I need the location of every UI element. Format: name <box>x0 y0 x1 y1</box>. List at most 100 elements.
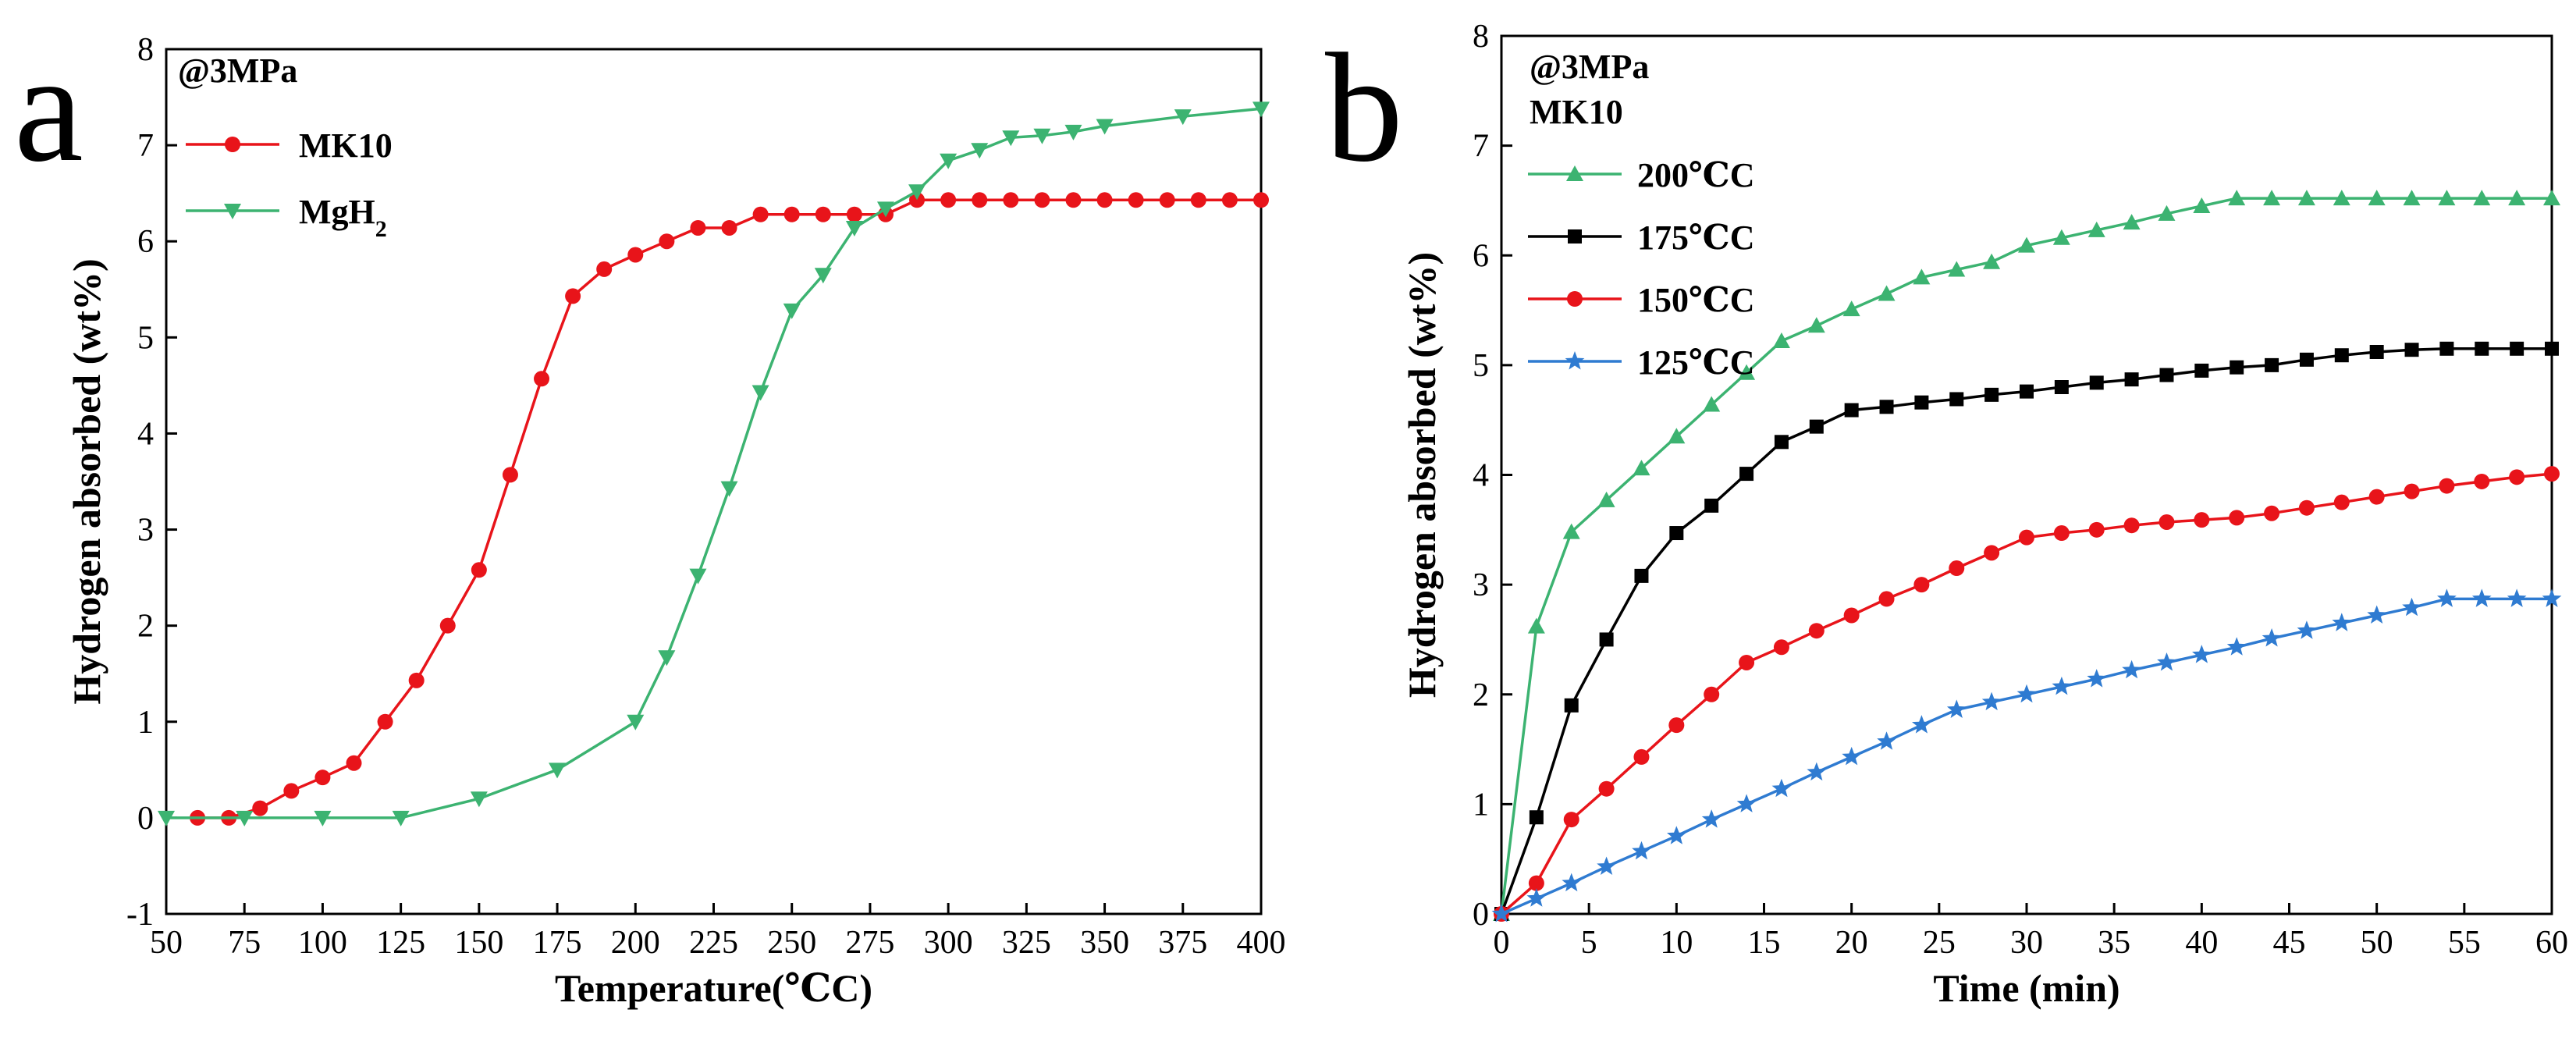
x-tick-label: 10 <box>1660 925 1693 961</box>
x-tick-label: 20 <box>1835 925 1868 961</box>
data-point <box>236 810 254 826</box>
data-point <box>1948 261 1966 277</box>
data-point <box>721 219 737 236</box>
data-point <box>940 192 957 208</box>
data-point <box>2158 204 2176 221</box>
x-tick-label: 100 <box>298 925 347 961</box>
x-tick-label: 50 <box>150 925 183 961</box>
legend-header: @3MPa <box>178 52 297 90</box>
data-point <box>314 770 331 786</box>
data-point <box>2018 236 2035 253</box>
data-point <box>1190 192 1206 208</box>
y-tick-label: 7 <box>137 128 154 164</box>
data-point <box>1096 119 1114 135</box>
legend-marker <box>1568 229 1582 244</box>
data-point <box>1529 810 1544 825</box>
data-point <box>2542 588 2562 607</box>
data-point <box>2226 637 2247 656</box>
data-point <box>1064 124 1082 140</box>
y-tick-label: 0 <box>137 801 154 837</box>
data-point <box>720 481 738 497</box>
series-line <box>166 107 1262 819</box>
data-point <box>1912 715 1931 734</box>
x-tick-label: 150 <box>454 925 503 961</box>
legend-label: 200℃C <box>1637 156 1755 194</box>
y-tick-label: 7 <box>1473 129 1489 165</box>
data-point <box>1668 428 1686 444</box>
y-tick-label: 3 <box>1473 567 1489 603</box>
data-point <box>1878 591 1895 607</box>
data-point <box>1632 841 1651 860</box>
data-point <box>1562 523 1580 539</box>
data-point <box>2473 190 2491 206</box>
data-point <box>1809 419 1824 434</box>
data-point <box>1599 632 1614 647</box>
y-tick-label: 0 <box>1473 897 1489 933</box>
y-axis-label: Hydrogen absorbed (wt%) <box>1400 252 1444 698</box>
y-tick-label: -1 <box>126 897 154 933</box>
data-point <box>1739 467 1754 482</box>
y-tick-label: 4 <box>137 416 154 452</box>
legend-label: 150℃C <box>1637 281 1755 319</box>
data-point <box>471 562 487 578</box>
data-point <box>439 617 456 634</box>
data-point <box>815 206 831 222</box>
data-point <box>1701 809 1721 828</box>
x-tick-label: 175 <box>533 925 582 961</box>
data-point <box>2475 341 2489 356</box>
x-tick-label: 35 <box>2098 925 2130 961</box>
y-tick-label: 5 <box>1473 348 1489 384</box>
data-point <box>2438 190 2456 206</box>
data-point <box>1738 364 1756 380</box>
data-point <box>1949 560 1965 577</box>
series-line <box>1501 597 2552 915</box>
data-point <box>783 206 800 222</box>
y-axis-label: Hydrogen absorbed (wt%) <box>65 258 108 704</box>
data-point <box>1984 387 1999 402</box>
series-125-c <box>1491 588 2562 922</box>
data-point <box>1844 403 1859 418</box>
data-point <box>2510 341 2524 356</box>
data-point <box>1774 435 1789 450</box>
x-tick-label: 5 <box>1581 925 1597 961</box>
y-tick-label: 3 <box>137 513 154 549</box>
data-point <box>596 261 613 277</box>
series-mk10 <box>190 192 1269 826</box>
legend-header: @3MPa <box>1530 48 1649 86</box>
data-point <box>2087 669 2107 688</box>
data-point <box>909 192 926 208</box>
data-point <box>2159 514 2175 530</box>
legend-label: 125℃C <box>1637 343 1755 382</box>
y-tick-label: 1 <box>1473 787 1489 823</box>
data-point <box>876 201 894 218</box>
data-point <box>2509 469 2525 485</box>
x-tick-label: 75 <box>228 925 261 961</box>
series-mgh2 <box>158 101 1270 826</box>
data-point <box>2508 190 2526 206</box>
chart-a: a50 75 100 125 150 175 200 225 250 275 300 325 350 37… <box>14 22 1286 1010</box>
data-point <box>565 288 581 304</box>
data-point <box>2264 505 2280 521</box>
x-tick-label: 40 <box>2185 925 2218 961</box>
data-point <box>2230 360 2244 375</box>
data-point <box>1807 317 1825 333</box>
data-point <box>2369 345 2384 359</box>
data-point <box>2544 466 2560 482</box>
series-175-c <box>1494 341 2559 921</box>
data-point <box>2439 341 2454 356</box>
data-point <box>2192 645 2212 663</box>
data-point <box>2334 348 2349 363</box>
data-point <box>1983 253 2001 269</box>
data-point <box>1739 654 1755 670</box>
data-point <box>502 467 518 483</box>
data-point <box>2089 375 2104 390</box>
data-point <box>1034 192 1050 208</box>
data-point <box>1174 109 1192 126</box>
y-tick-label: 6 <box>137 224 154 260</box>
data-point <box>1703 396 1721 412</box>
data-point <box>2333 190 2350 206</box>
data-point <box>1984 545 2000 561</box>
data-point <box>2052 676 2072 695</box>
x-tick-label: 55 <box>2448 925 2481 961</box>
